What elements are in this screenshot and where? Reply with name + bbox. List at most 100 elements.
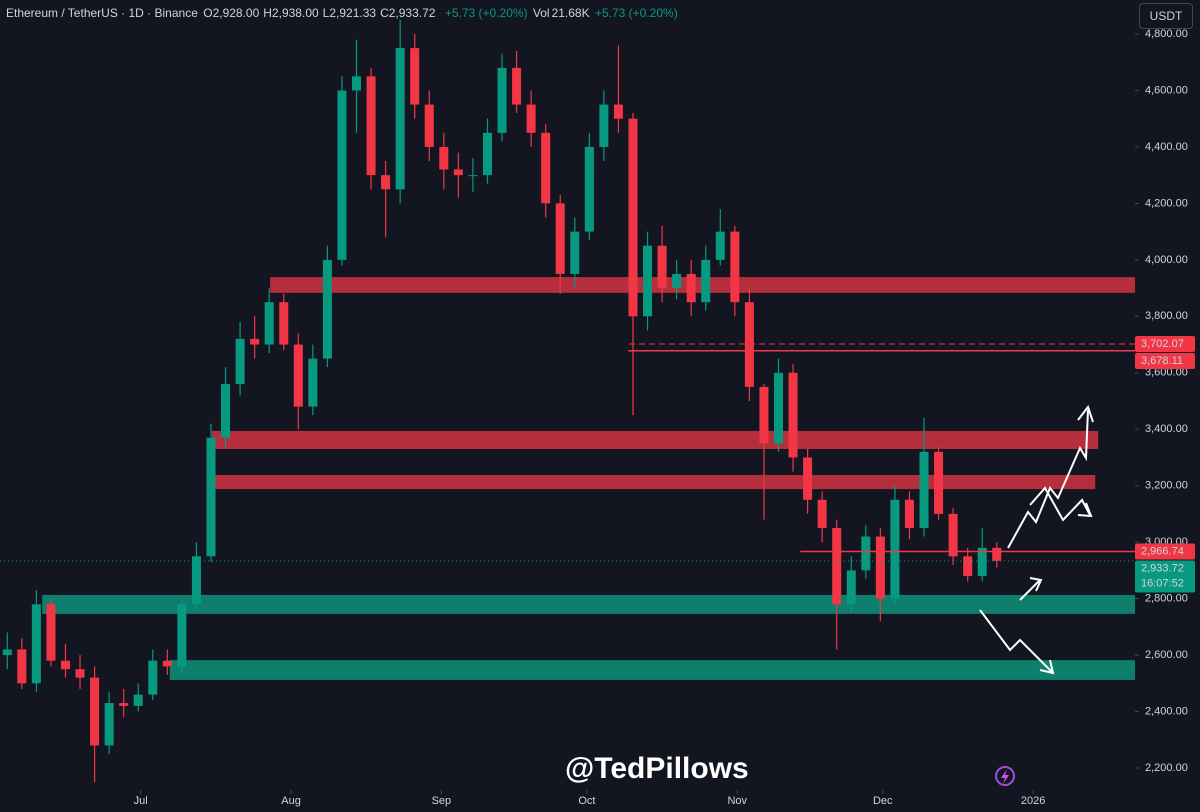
x-tick-label: Dec	[873, 795, 893, 807]
candle-body	[453, 169, 463, 176]
x-tick-label: Sep	[432, 795, 452, 807]
ohlc-label: L	[322, 6, 330, 20]
x-tick-label: Aug	[281, 795, 301, 807]
candle-body	[424, 104, 434, 147]
x-tick-label: Oct	[578, 795, 595, 807]
candle-body	[264, 302, 274, 345]
price-tag-label: 3,678.11	[1141, 355, 1183, 367]
candle-body	[381, 175, 391, 190]
candle-body	[90, 677, 100, 746]
candle-body	[904, 499, 914, 529]
ohlc-label: H	[263, 6, 272, 20]
candle-body	[206, 437, 216, 557]
price-tag	[1135, 352, 1195, 369]
ohlc-label: C	[380, 6, 389, 20]
candle-body	[613, 104, 623, 119]
logo-bolt	[1001, 769, 1009, 784]
candle-body	[162, 660, 172, 667]
ohlc: O2,928.00 H2,938.00 L2,921.33 C2,933.72	[203, 6, 439, 20]
candle-body	[235, 338, 245, 385]
candle-body	[104, 703, 114, 746]
candle-body	[992, 547, 1002, 561]
y-tick-label: 2,800.00	[1145, 593, 1188, 605]
candle-body	[395, 48, 405, 190]
arrow-head	[1039, 659, 1055, 675]
zone	[208, 474, 1096, 490]
currency-button[interactable]: USDT	[1139, 3, 1193, 29]
candle-body	[337, 90, 347, 260]
ohlc-value: 2,928.00	[212, 6, 260, 20]
y-tick-label: 2,400.00	[1145, 705, 1188, 717]
candle-body	[686, 273, 696, 303]
zone	[42, 594, 1135, 614]
price-tag	[1135, 560, 1195, 593]
candle-body	[191, 556, 201, 605]
candle-body	[934, 451, 944, 514]
candle-body	[526, 104, 536, 133]
price-tag-label: 2,933.72	[1141, 562, 1184, 574]
ohlc-value: 2,933.72	[388, 6, 436, 20]
candle-body	[599, 104, 609, 147]
candle-body	[60, 660, 70, 670]
candle-body	[75, 669, 85, 678]
volume-change: +5.73 (+0.20%)	[594, 6, 678, 20]
candle-body	[977, 547, 987, 577]
candle-body	[541, 132, 551, 204]
candle-body	[279, 302, 289, 345]
candle-body	[890, 499, 900, 599]
candle-body	[730, 231, 740, 303]
y-tick-label: 3,800.00	[1145, 310, 1188, 322]
candle-body	[643, 245, 653, 317]
x-tick-label: 2026	[1021, 795, 1045, 807]
candle-body	[846, 570, 856, 605]
candle-body	[482, 132, 492, 176]
price-tag-label: 3,702.07	[1141, 338, 1184, 350]
watermark: @TedPillows	[565, 752, 749, 785]
candle-body	[773, 372, 784, 444]
annotation-arrow	[1019, 579, 1041, 601]
zone	[169, 660, 1135, 680]
candle-body	[133, 694, 143, 706]
x-tick-label: Jul	[134, 795, 148, 807]
candle-body	[744, 302, 754, 387]
price-tag	[1135, 543, 1195, 560]
candle-body	[322, 259, 332, 359]
y-tick-label: 4,000.00	[1145, 254, 1188, 266]
ohlc-value: 2,938.00	[271, 6, 319, 20]
volume-label: Vol	[532, 6, 550, 20]
candle-body	[759, 386, 769, 444]
legend-header: Ethereum / TetherUS · 1D · Binance O2,92…	[6, 6, 680, 20]
ohlc-value: 2,921.33	[329, 6, 377, 20]
annotation-arrow	[979, 609, 1053, 673]
x-tick-label: Nov	[727, 795, 747, 807]
candle-body	[788, 372, 798, 458]
ohlc-label: O	[203, 6, 213, 20]
zone	[211, 430, 1099, 449]
y-tick-label: 4,400.00	[1145, 141, 1188, 153]
candle-body	[293, 344, 303, 407]
candle-body	[672, 273, 682, 289]
candle-body	[715, 231, 725, 260]
candle-body	[875, 536, 885, 599]
candle-body	[832, 528, 842, 605]
candle-body	[555, 203, 565, 274]
candle-body	[512, 67, 522, 105]
logo-icon	[995, 766, 1015, 786]
y-tick-label: 2,200.00	[1145, 762, 1188, 774]
y-tick-label: 2,600.00	[1145, 649, 1188, 661]
arrow-head	[1077, 502, 1093, 518]
annotation-arrow	[1029, 486, 1091, 522]
candle-body	[584, 146, 594, 232]
arrow-head	[1077, 404, 1094, 423]
price-tag-label: 2,966.74	[1141, 545, 1184, 557]
candle-body	[861, 536, 871, 571]
candle-body	[657, 245, 667, 289]
candle-body	[628, 118, 638, 317]
candle-body	[17, 649, 27, 684]
arrow-head	[1029, 577, 1043, 592]
candle-body	[119, 703, 129, 706]
y-tick-label: 3,400.00	[1145, 423, 1188, 435]
volume-value: 21.68K	[551, 6, 590, 20]
candle-body	[221, 384, 231, 438]
